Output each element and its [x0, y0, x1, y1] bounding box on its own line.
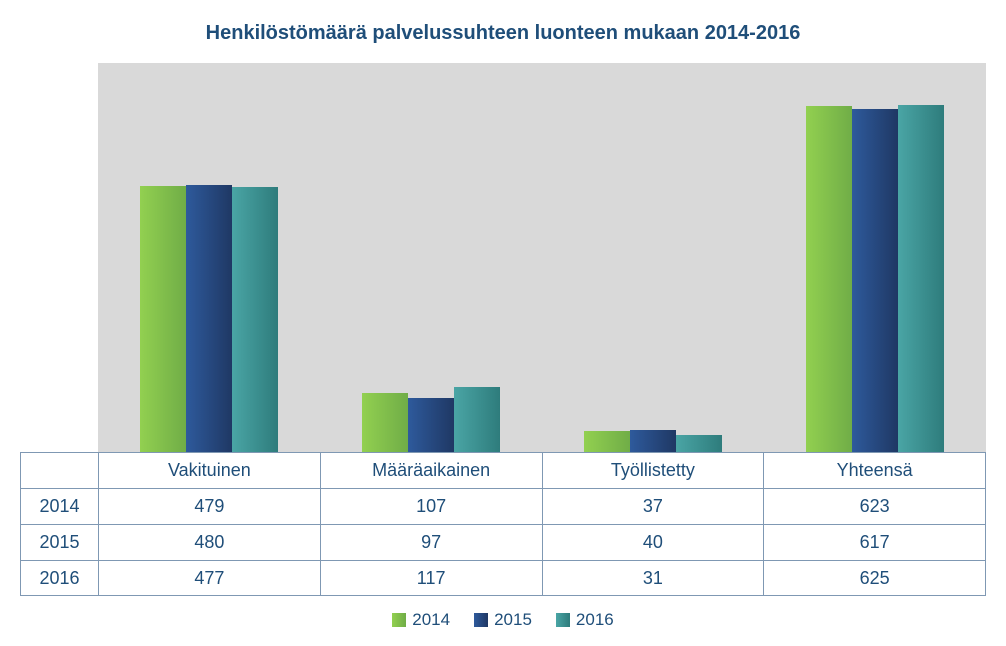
plot-wrapper: 2014 2015 2016 Vakituinen Määräaikainen …: [20, 63, 986, 596]
bar-group: [764, 63, 986, 452]
bar: [140, 186, 186, 452]
data-cell: 617: [763, 524, 986, 560]
data-cell: 477: [98, 560, 320, 596]
data-cell: 480: [98, 524, 320, 560]
data-cell: 117: [320, 560, 542, 596]
bar: [232, 187, 278, 452]
bar: [676, 435, 722, 452]
bar: [362, 393, 408, 452]
year-label: 2016: [20, 560, 98, 596]
data-row-2015: 480 97 40 617: [98, 524, 986, 560]
bar: [630, 430, 676, 452]
data-row-2016: 477 117 31 625: [98, 560, 986, 596]
data-cell: 31: [542, 560, 764, 596]
category-header-row: Vakituinen Määräaikainen Työllistetty Yh…: [98, 452, 986, 488]
legend-item: 2016: [556, 610, 614, 630]
year-header-spacer: [20, 452, 98, 488]
category-header: Vakituinen: [98, 452, 320, 488]
bar: [806, 106, 852, 452]
plot-area: [98, 63, 986, 452]
bar: [454, 387, 500, 452]
legend-swatch: [474, 613, 488, 627]
data-row-2014: 479 107 37 623: [98, 488, 986, 524]
bar: [852, 109, 898, 452]
bar-group: [542, 63, 764, 452]
plot-right: Vakituinen Määräaikainen Työllistetty Yh…: [98, 63, 986, 596]
legend: 2014 2015 2016: [20, 596, 986, 636]
legend-label: 2016: [576, 610, 614, 630]
legend-swatch: [392, 613, 406, 627]
data-cell: 97: [320, 524, 542, 560]
legend-item: 2015: [474, 610, 532, 630]
data-cell: 479: [98, 488, 320, 524]
legend-label: 2015: [494, 610, 532, 630]
legend-item: 2014: [392, 610, 450, 630]
legend-label: 2014: [412, 610, 450, 630]
bar-group: [320, 63, 542, 452]
bar: [408, 398, 454, 452]
legend-swatch: [556, 613, 570, 627]
data-cell: 37: [542, 488, 764, 524]
bar: [186, 185, 232, 452]
bar-group: [98, 63, 320, 452]
category-header: Työllistetty: [542, 452, 764, 488]
data-cell: 107: [320, 488, 542, 524]
year-label: 2015: [20, 524, 98, 560]
data-cell: 40: [542, 524, 764, 560]
bar: [584, 431, 630, 452]
data-cell: 623: [763, 488, 986, 524]
data-cell: 625: [763, 560, 986, 596]
bar: [898, 105, 944, 452]
chart-title: Henkilöstömäärä palvelussuhteen luonteen…: [20, 10, 986, 63]
year-labels-column: 2014 2015 2016: [20, 63, 98, 596]
year-label: 2014: [20, 488, 98, 524]
category-header: Määräaikainen: [320, 452, 542, 488]
chart-container: Henkilöstömäärä palvelussuhteen luonteen…: [20, 10, 986, 636]
category-header: Yhteensä: [763, 452, 986, 488]
data-table: Vakituinen Määräaikainen Työllistetty Yh…: [98, 452, 986, 596]
